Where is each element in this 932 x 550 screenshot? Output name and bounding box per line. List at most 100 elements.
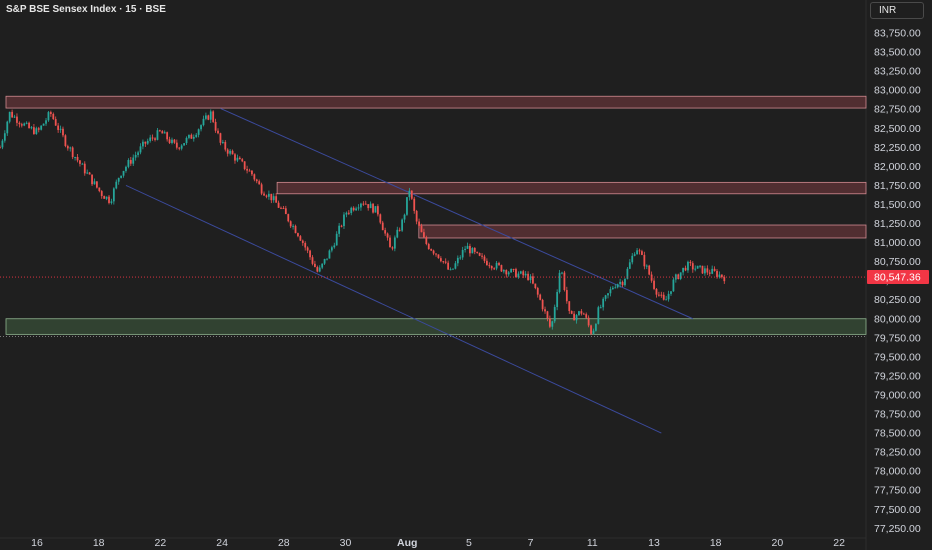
candle-body	[599, 307, 602, 309]
candle-body	[338, 225, 341, 234]
candle-body	[23, 123, 26, 126]
candle-body	[284, 208, 287, 215]
candle-body	[413, 198, 416, 211]
candle-body	[224, 141, 227, 150]
candle-body	[98, 187, 101, 192]
candle-body	[389, 237, 391, 248]
candle-body	[238, 157, 241, 160]
candle-body	[430, 249, 433, 251]
y-tick-label: 78,000.00	[874, 466, 921, 478]
candle-body	[47, 112, 50, 121]
candle-body	[609, 289, 612, 294]
y-tick-label: 81,500.00	[874, 199, 921, 211]
candle-body	[144, 141, 147, 144]
candle-body	[151, 137, 154, 139]
x-tick-label: 20	[772, 537, 784, 549]
candle-body	[657, 294, 660, 296]
candle-body	[355, 208, 357, 211]
candle-body	[418, 221, 420, 226]
candle-body	[69, 147, 72, 149]
candle-body	[616, 284, 619, 288]
candle-body	[502, 270, 505, 272]
y-tick-label: 78,750.00	[874, 409, 921, 421]
candle-body	[423, 232, 425, 238]
candle-body	[127, 160, 130, 167]
candle-body	[682, 267, 685, 273]
candle-body	[561, 272, 563, 274]
y-tick-label: 81,250.00	[874, 218, 921, 230]
x-tick-label: 28	[278, 537, 290, 549]
y-tick-label: 77,250.00	[874, 523, 921, 535]
candle-body	[699, 265, 701, 267]
candle-body	[476, 251, 479, 253]
candle-body	[512, 269, 515, 271]
candle-body	[163, 132, 166, 134]
candle-body	[209, 111, 212, 120]
candle-body	[40, 125, 43, 130]
candle-body	[246, 169, 248, 171]
candle-body	[439, 258, 442, 262]
candle-body	[447, 262, 450, 270]
candle-body	[485, 260, 488, 266]
candle-body	[386, 233, 389, 238]
candle-body	[367, 204, 370, 209]
candle-body	[251, 170, 253, 175]
candle-body	[345, 212, 348, 215]
y-tick-label: 80,750.00	[874, 256, 921, 268]
candle-body	[452, 268, 454, 270]
candle-body	[360, 203, 362, 208]
candle-body	[134, 154, 137, 158]
candle-body	[548, 318, 551, 327]
candle-body	[611, 287, 614, 290]
candle-body	[180, 145, 183, 149]
candle-body	[653, 280, 655, 289]
candle-body	[384, 230, 387, 234]
candle-body	[188, 134, 190, 138]
candle-body	[410, 190, 413, 199]
candle-body	[633, 254, 636, 256]
currency-button[interactable]: INR	[870, 2, 924, 19]
candle-body	[168, 139, 171, 143]
candle-body	[575, 315, 578, 321]
candle-body	[691, 263, 694, 270]
candle-body	[231, 150, 234, 155]
candle-body	[488, 265, 491, 267]
candle-body	[393, 237, 396, 249]
candle-body	[236, 157, 239, 161]
candle-body	[454, 263, 457, 269]
candle-body	[708, 272, 711, 274]
candle-body	[614, 287, 617, 289]
y-tick-label: 83,250.00	[874, 66, 921, 78]
candle-body	[626, 268, 629, 279]
candle-body	[200, 125, 202, 130]
candle-body	[125, 166, 127, 171]
candle-body	[585, 314, 588, 318]
candle-body	[93, 181, 96, 185]
candle-body	[212, 111, 215, 122]
candle-body	[553, 307, 556, 322]
candle-body	[667, 293, 670, 300]
candle-body	[449, 269, 452, 271]
candle-body	[369, 203, 372, 209]
candle-body	[660, 294, 663, 296]
candle-body	[357, 207, 360, 209]
candle-body	[595, 323, 597, 331]
candle-body	[372, 203, 374, 213]
candle-body	[28, 122, 30, 129]
candle-body	[582, 313, 585, 315]
candle-body	[146, 140, 149, 144]
candle-body	[11, 111, 14, 118]
candle-body	[37, 128, 40, 130]
candle-body	[461, 249, 464, 258]
supply-zone-low	[418, 224, 867, 239]
candle-body	[88, 172, 91, 175]
candle-body	[117, 177, 120, 182]
candle-body	[183, 143, 186, 146]
supply-zone-mid	[276, 181, 867, 195]
candle-body	[670, 291, 672, 294]
candle-body	[556, 292, 559, 308]
candle-body	[551, 321, 554, 327]
